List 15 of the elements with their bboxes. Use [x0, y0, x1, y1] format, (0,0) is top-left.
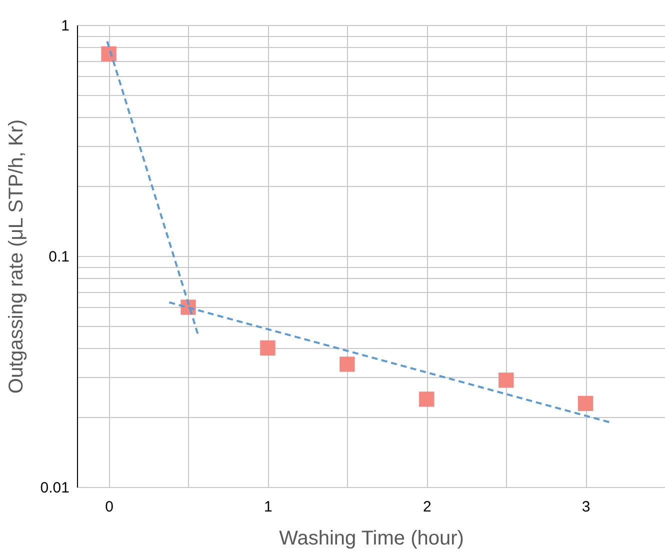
y-tick-label: 1 — [61, 18, 70, 34]
point — [498, 372, 514, 388]
point — [340, 356, 355, 372]
x-tick-label: 1 — [264, 498, 272, 516]
y-tick-label: 0.01 — [40, 480, 70, 496]
point — [101, 46, 116, 62]
x-tick-label: 2 — [422, 498, 432, 516]
y-tick-label: 0.1 — [48, 248, 70, 266]
point — [260, 340, 276, 356]
point — [419, 392, 434, 407]
x-tick-label: 3 — [582, 498, 590, 516]
point — [578, 396, 594, 412]
y-axis-title: Outgassing rate (μL STP/h, Kr) — [5, 119, 28, 394]
x-axis-title: Washing Time (hour) — [279, 528, 464, 550]
x-tick-label: 0 — [105, 498, 114, 516]
